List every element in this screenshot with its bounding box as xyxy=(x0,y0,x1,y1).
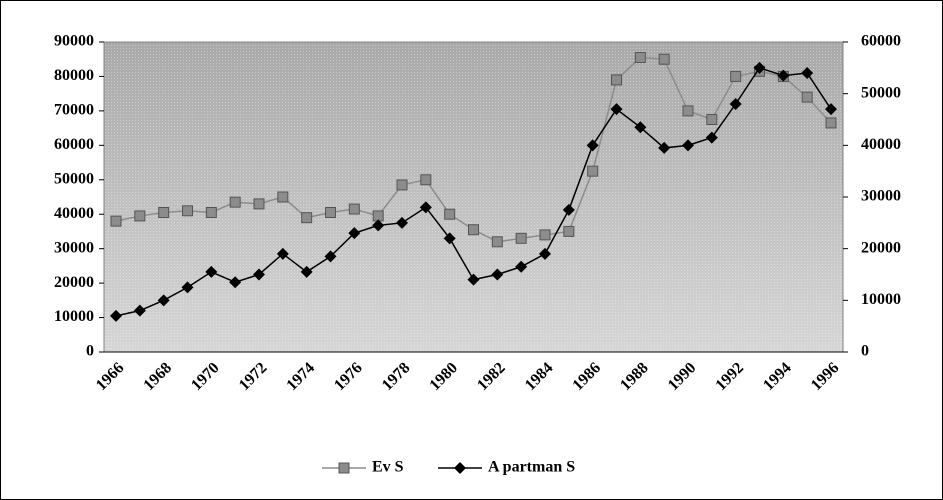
marker xyxy=(348,227,361,240)
marker xyxy=(157,294,170,307)
legend-label: A partman S xyxy=(488,459,575,476)
marker xyxy=(825,103,837,116)
y2-tick-label: 50000 xyxy=(861,84,901,101)
y-tick-label: 50000 xyxy=(54,170,94,187)
marker xyxy=(133,304,146,317)
marker xyxy=(276,247,289,260)
marker xyxy=(586,139,599,152)
marker xyxy=(658,53,670,65)
marker xyxy=(324,250,337,263)
y-tick-label: 30000 xyxy=(54,239,94,256)
marker xyxy=(468,224,479,236)
marker xyxy=(396,179,408,191)
y-tick-label: 0 xyxy=(86,343,94,360)
marker xyxy=(611,74,622,86)
y-tick-label: 40000 xyxy=(54,205,94,222)
marker xyxy=(515,260,528,273)
marker xyxy=(562,203,575,216)
marker xyxy=(134,210,146,222)
marker xyxy=(444,208,456,220)
y2-tick-label: 10000 xyxy=(861,291,901,308)
marker xyxy=(205,207,217,218)
marker xyxy=(682,105,694,117)
y-tick-label: 20000 xyxy=(54,274,94,291)
marker xyxy=(705,131,718,144)
marker xyxy=(229,276,242,289)
marker xyxy=(634,52,646,63)
marker xyxy=(467,273,480,286)
marker xyxy=(253,198,265,210)
plot-texture xyxy=(103,41,844,353)
marker xyxy=(325,207,336,218)
marker xyxy=(730,70,742,82)
marker xyxy=(491,236,503,248)
marker xyxy=(454,462,466,474)
marker xyxy=(539,229,551,241)
y-tick-label: 10000 xyxy=(54,308,94,325)
marker xyxy=(587,165,599,177)
marker xyxy=(396,216,408,229)
marker xyxy=(610,103,623,116)
marker xyxy=(563,225,575,237)
marker xyxy=(372,219,385,232)
marker xyxy=(348,203,360,215)
y-tick-label: 90000 xyxy=(54,33,94,50)
marker xyxy=(825,117,837,129)
marker xyxy=(110,215,122,227)
marker xyxy=(706,114,718,125)
marker xyxy=(182,205,193,217)
y-tick-label: 80000 xyxy=(54,67,94,84)
marker xyxy=(753,61,766,74)
marker xyxy=(682,139,694,152)
y2-tick-label: 20000 xyxy=(861,239,901,256)
marker xyxy=(419,201,432,214)
y2-tick-label: 30000 xyxy=(861,188,901,205)
y2-tick-label: 0 xyxy=(861,343,869,360)
marker xyxy=(539,247,551,260)
marker xyxy=(801,91,813,103)
y2-tick-label: 60000 xyxy=(861,33,901,50)
marker xyxy=(253,268,265,281)
y-tick-label: 60000 xyxy=(54,136,94,153)
marker xyxy=(801,67,814,79)
marker xyxy=(300,265,313,278)
marker xyxy=(658,141,671,154)
marker xyxy=(491,268,504,281)
marker xyxy=(301,212,313,224)
marker xyxy=(338,462,350,474)
marker xyxy=(634,121,647,134)
marker xyxy=(277,191,289,203)
marker xyxy=(229,196,241,208)
marker xyxy=(158,207,170,218)
y-tick-label: 70000 xyxy=(54,102,94,119)
marker xyxy=(777,69,790,82)
marker xyxy=(443,232,456,245)
marker xyxy=(515,232,527,244)
marker xyxy=(729,98,742,110)
marker xyxy=(205,265,218,278)
legend-label: Ev S xyxy=(372,459,404,476)
y2-tick-label: 40000 xyxy=(861,136,901,153)
marker xyxy=(420,174,432,186)
marker xyxy=(181,281,194,294)
marker xyxy=(110,309,122,322)
